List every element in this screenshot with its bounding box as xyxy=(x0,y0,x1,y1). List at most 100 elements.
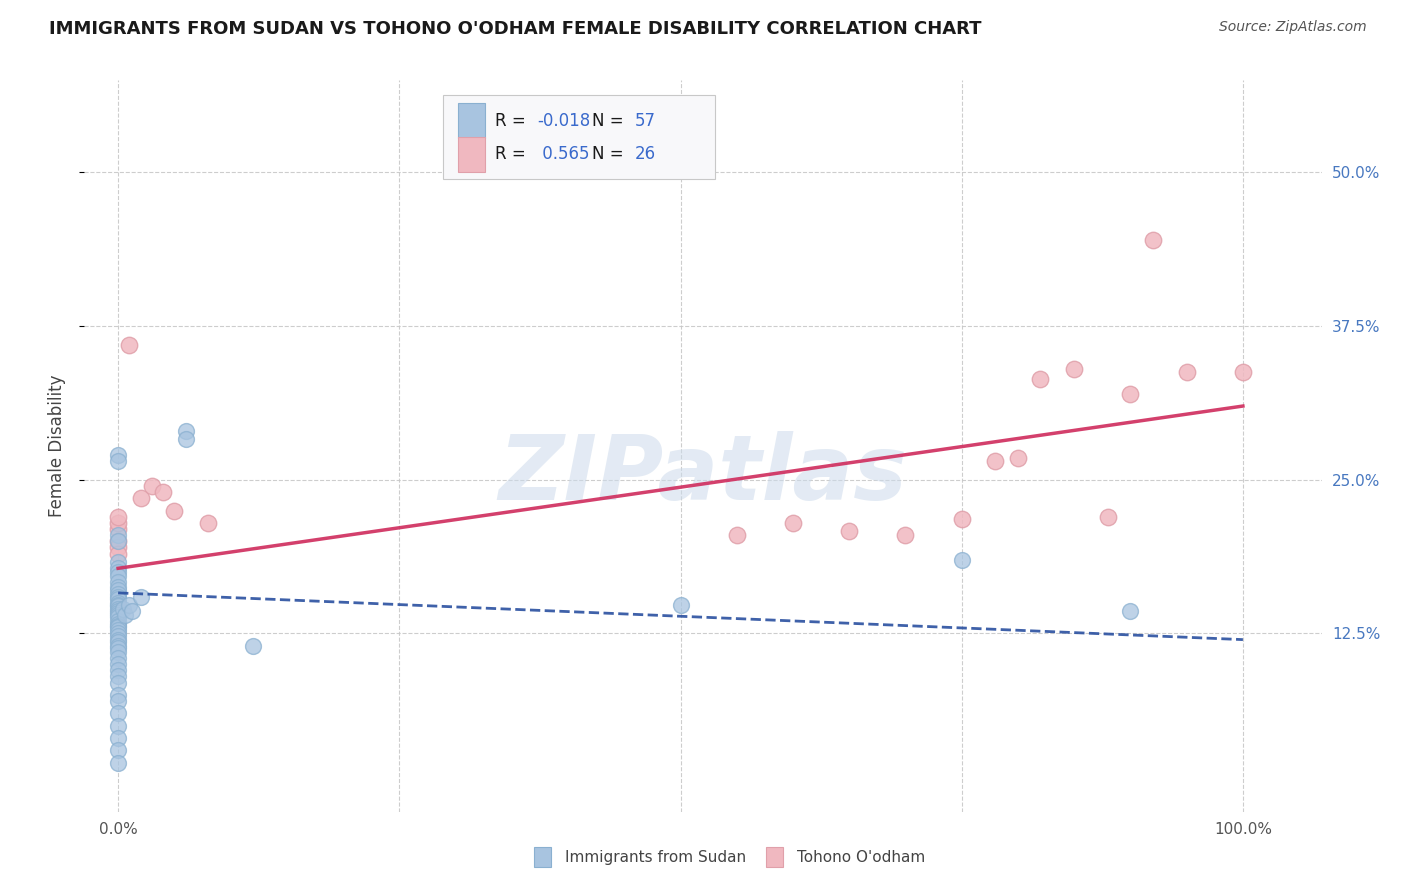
Point xyxy=(894,528,917,542)
Point xyxy=(984,454,1007,468)
Point xyxy=(1119,604,1142,618)
Point xyxy=(114,607,136,622)
Point xyxy=(107,632,129,647)
Point xyxy=(107,602,129,616)
Text: IMMIGRANTS FROM SUDAN VS TOHONO O'ODHAM FEMALE DISABILITY CORRELATION CHART: IMMIGRANTS FROM SUDAN VS TOHONO O'ODHAM … xyxy=(49,20,981,37)
Bar xyxy=(458,103,485,138)
Point xyxy=(107,561,129,575)
Point xyxy=(141,479,163,493)
Y-axis label: Female Disability: Female Disability xyxy=(48,375,66,517)
Point xyxy=(107,694,129,708)
Point xyxy=(107,522,129,536)
Text: 0.565: 0.565 xyxy=(537,145,589,163)
Point xyxy=(107,555,129,569)
Point xyxy=(1097,509,1119,524)
Point xyxy=(107,664,129,678)
Point xyxy=(107,635,129,649)
Point xyxy=(107,743,129,757)
Point xyxy=(1232,365,1254,379)
Point xyxy=(121,604,143,618)
Point xyxy=(107,454,129,468)
Point xyxy=(107,534,129,549)
Point xyxy=(107,706,129,721)
Point xyxy=(107,616,129,631)
Point xyxy=(1063,362,1085,376)
Point xyxy=(111,602,134,616)
Point xyxy=(950,512,973,526)
Point xyxy=(152,485,174,500)
Point xyxy=(107,756,129,770)
Text: 57: 57 xyxy=(636,112,657,129)
Point xyxy=(838,524,860,539)
Point xyxy=(107,719,129,733)
Point xyxy=(107,657,129,672)
Point xyxy=(174,432,197,446)
Point xyxy=(107,675,129,690)
Point xyxy=(107,541,129,555)
Point xyxy=(107,731,129,745)
Point xyxy=(107,639,129,653)
Point xyxy=(950,552,973,566)
Point xyxy=(107,568,129,582)
Point xyxy=(197,516,219,530)
Point xyxy=(174,424,197,438)
Point xyxy=(242,639,264,653)
Text: ZIPatlas: ZIPatlas xyxy=(499,431,907,519)
Point xyxy=(107,547,129,561)
Point xyxy=(107,509,129,524)
Point xyxy=(107,580,129,594)
Point xyxy=(1119,386,1142,401)
Point xyxy=(107,607,129,622)
Point xyxy=(1007,450,1029,465)
Point xyxy=(107,629,129,643)
Point xyxy=(107,583,129,598)
Point xyxy=(107,651,129,665)
Text: N =: N = xyxy=(592,112,628,129)
Text: Tohono O'odham: Tohono O'odham xyxy=(797,850,925,864)
Point xyxy=(129,491,152,506)
Point xyxy=(107,590,129,604)
Text: Source: ZipAtlas.com: Source: ZipAtlas.com xyxy=(1219,20,1367,34)
Point xyxy=(107,645,129,659)
Point xyxy=(107,610,129,624)
Point xyxy=(107,614,129,628)
Point xyxy=(107,534,129,549)
Point xyxy=(107,599,129,614)
Point xyxy=(107,592,129,607)
Point xyxy=(1175,365,1198,379)
Text: -0.018: -0.018 xyxy=(537,112,591,129)
Point xyxy=(118,337,141,351)
Point xyxy=(107,606,129,620)
Point xyxy=(107,641,129,656)
Point xyxy=(107,623,129,637)
Point xyxy=(782,516,804,530)
Point xyxy=(669,598,692,612)
Point xyxy=(107,448,129,462)
Text: R =: R = xyxy=(495,112,531,129)
Point xyxy=(107,598,129,612)
Point xyxy=(163,503,186,517)
Text: R =: R = xyxy=(495,145,531,163)
Point xyxy=(1142,233,1164,247)
Point xyxy=(107,626,129,640)
Point xyxy=(107,574,129,589)
Point xyxy=(107,620,129,634)
Text: 26: 26 xyxy=(636,145,657,163)
Point xyxy=(107,604,129,618)
Point xyxy=(1029,372,1052,386)
Bar xyxy=(458,136,485,171)
Point xyxy=(107,596,129,610)
Point xyxy=(725,528,748,542)
Point xyxy=(107,587,129,601)
FancyBboxPatch shape xyxy=(443,95,716,179)
Point xyxy=(107,688,129,702)
Point xyxy=(107,516,129,530)
Point xyxy=(107,565,129,579)
Point xyxy=(129,590,152,604)
Point xyxy=(107,619,129,633)
Text: N =: N = xyxy=(592,145,628,163)
Point xyxy=(107,669,129,683)
Point xyxy=(107,528,129,542)
Text: Immigrants from Sudan: Immigrants from Sudan xyxy=(565,850,747,864)
Point xyxy=(118,598,141,612)
